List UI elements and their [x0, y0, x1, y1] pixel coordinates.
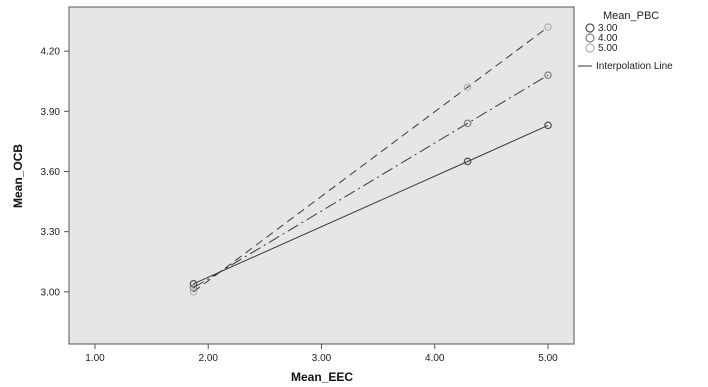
x-tick-label: 4.00 [425, 353, 445, 364]
series-layer [189, 23, 552, 296]
series-3.00 [189, 121, 552, 288]
legend-title: Mean_PBC [603, 10, 659, 22]
x-tick-label: 2.00 [199, 353, 219, 364]
y-axis-title: Mean_OCB [11, 144, 25, 208]
data-point [544, 23, 552, 31]
plot-area [68, 6, 575, 345]
data-point [463, 157, 472, 166]
series-5.00 [189, 23, 552, 296]
y-tick-label: 3.30 [41, 227, 61, 238]
legend-marker [585, 23, 595, 33]
x-axis-title: Mean_EEC [291, 370, 353, 384]
legend-label: 5.00 [598, 43, 618, 54]
legend-label: 3.00 [598, 23, 618, 34]
x-axis: 1.00 2.00 3.00 4.00 5.00 [85, 344, 558, 364]
data-point [544, 121, 552, 130]
legend: Mean_PBC 3.004.005.00 Interpolation Line [578, 10, 673, 72]
data-point [544, 71, 552, 80]
data-point [463, 119, 472, 128]
x-tick-label: 5.00 [538, 353, 558, 364]
y-tick-label: 3.60 [41, 167, 61, 178]
legend-marker [585, 33, 595, 43]
legend-line-label: Interpolation Line [596, 61, 673, 72]
y-tick-label: 4.20 [41, 47, 61, 58]
data-point [189, 280, 198, 288]
x-tick-label: 3.00 [312, 353, 332, 364]
legend-marker [585, 43, 595, 53]
data-point [189, 284, 198, 292]
series-4.00 [189, 71, 552, 292]
y-tick-label: 3.90 [41, 107, 61, 118]
series-line [193, 74, 549, 289]
legend-label: 4.00 [598, 33, 618, 44]
series-line [193, 124, 549, 285]
data-point [189, 288, 198, 296]
series-line [193, 26, 549, 293]
legend-items: 3.004.005.00 [585, 23, 618, 54]
y-tick-label: 3.00 [41, 287, 61, 298]
x-tick-label: 1.00 [85, 353, 105, 364]
data-point [463, 83, 472, 92]
y-axis: 3.00 3.30 3.60 3.90 4.20 [41, 47, 69, 298]
